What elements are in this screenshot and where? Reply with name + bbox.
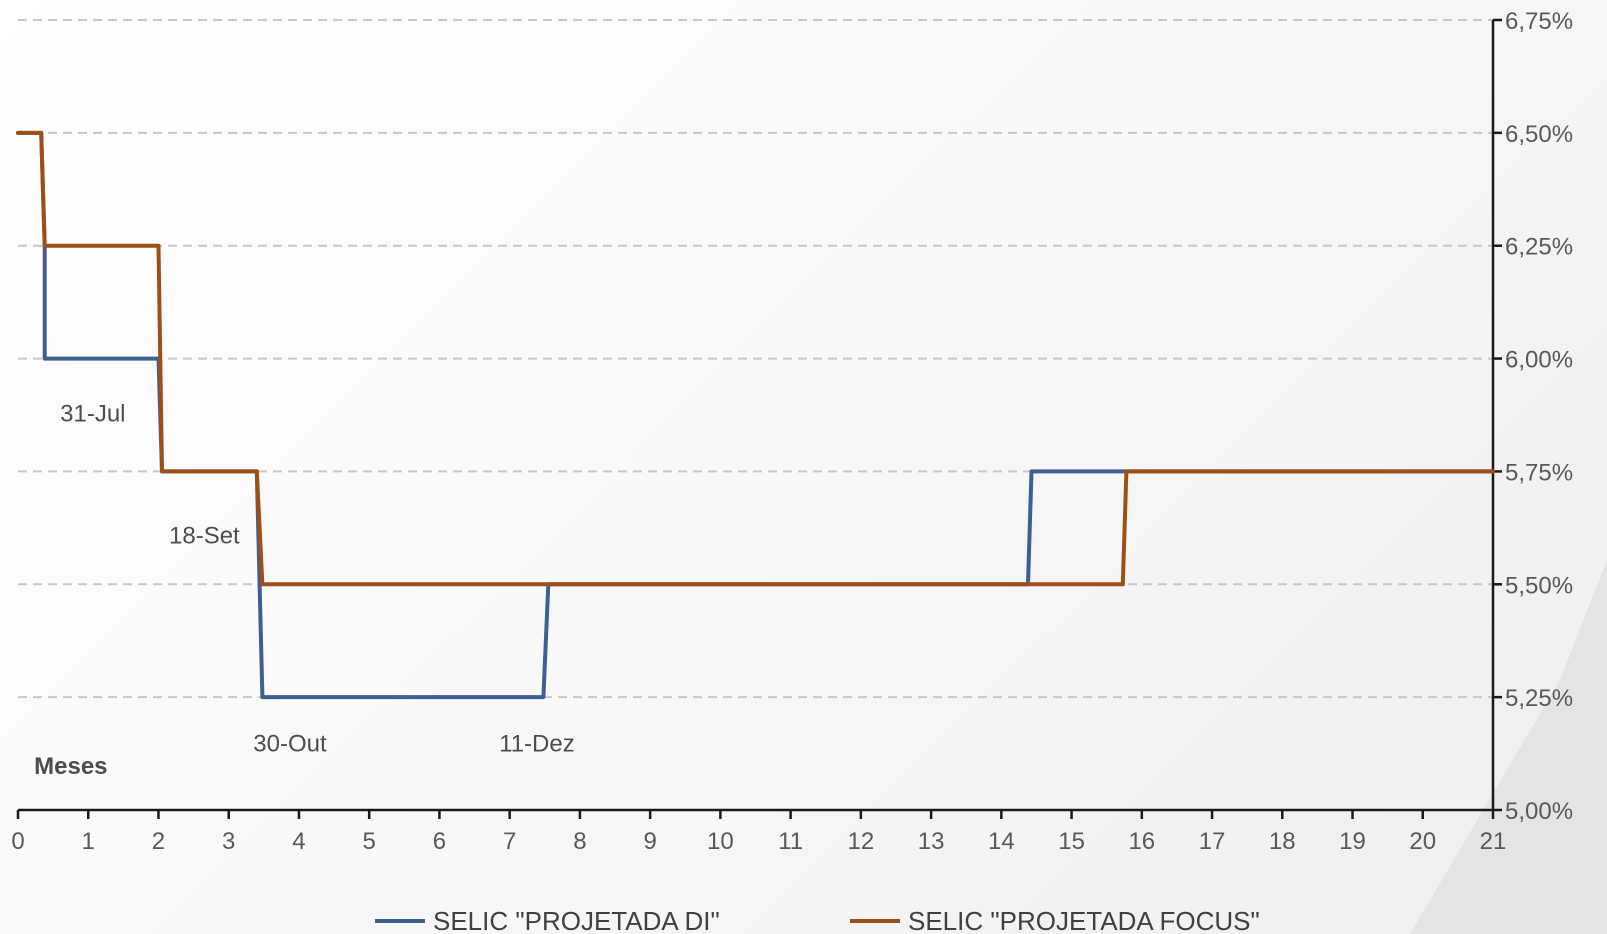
x-tick-label: 8 (573, 828, 586, 855)
annotation-label: 11-Dez (499, 730, 575, 757)
x-tick-label: 0 (11, 828, 24, 855)
x-tick-label: 1 (82, 828, 95, 855)
x-tick-label: 11 (778, 828, 803, 855)
x-tick-label: 10 (707, 828, 734, 855)
axes: 5,00% 5,25% 5,50% 5,75% 6,00% 6,25% 6,50% 6,75%… (11, 8, 1573, 855)
x-tick-label: 5 (363, 828, 376, 855)
x-tick-label: 19 (1339, 828, 1366, 855)
y-tick-label: 5,25% (1505, 685, 1573, 712)
y-tick-label: 5,50% (1505, 572, 1573, 599)
series-line-0 (16, 130, 1495, 700)
y-tick-label: 6,25% (1505, 234, 1573, 261)
y-tick-label: 5,00% (1505, 798, 1573, 825)
series-lines (16, 130, 1495, 700)
annotation-label: 30-Out (253, 730, 327, 757)
y-tick-label: 5,75% (1505, 459, 1573, 486)
legend: SELIC "PROJETADA DI" SELIC "PROJETADA FOC… (375, 906, 1260, 934)
grid (18, 19, 1493, 699)
y-tick-label: 6,50% (1505, 121, 1573, 148)
x-tick-label: 13 (918, 828, 945, 855)
annotation-label: 31-Jul (60, 401, 125, 428)
x-tick-label: 9 (643, 828, 656, 855)
background-shade (1410, 560, 1607, 934)
x-tick-label: 7 (503, 828, 516, 855)
x-tick-label: 18 (1269, 828, 1296, 855)
legend-item: SELIC "PROJETADA DI" (375, 906, 720, 934)
x-tick-label: 4 (292, 828, 305, 855)
legend-item: SELIC "PROJETADA FOCUS" (850, 906, 1260, 934)
annotations: 31-Jul 18-Set 30-Out 11-Dez (60, 401, 575, 758)
legend-label: SELIC "PROJETADA DI" (433, 906, 720, 934)
x-tick-label: 21 (1480, 828, 1507, 855)
x-tick-label: 14 (988, 828, 1015, 855)
x-tick-label: 17 (1199, 828, 1226, 855)
legend-label: SELIC "PROJETADA FOCUS" (908, 906, 1260, 934)
y-tick-label: 6,00% (1505, 347, 1573, 374)
x-tick-label: 20 (1409, 828, 1436, 855)
x-tick-label: 12 (848, 828, 875, 855)
x-tick-label: 3 (222, 828, 235, 855)
x-axis-title: Meses (34, 753, 107, 780)
x-tick-label: 15 (1058, 828, 1085, 855)
annotation-label: 18-Set (169, 523, 240, 550)
x-tick-label: 6 (433, 828, 446, 855)
x-tick-label: 16 (1128, 828, 1155, 855)
x-tick-label: 2 (152, 828, 165, 855)
series-line-1 (16, 130, 1495, 587)
y-tick-label: 6,75% (1505, 8, 1573, 35)
